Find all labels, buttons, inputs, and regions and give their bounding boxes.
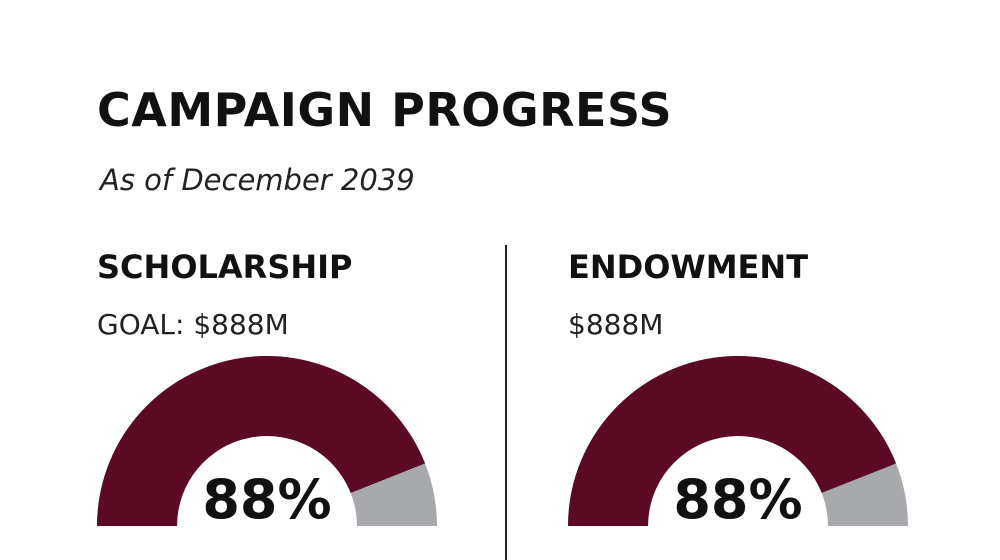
gauge-subtitle: GOAL: $888M — [97, 308, 289, 341]
gauge-value-label: 88% — [673, 468, 802, 531]
page-title: CAMPAIGN PROGRESS — [97, 83, 672, 137]
gauge-value-label: 88% — [202, 468, 331, 531]
page-subtitle: As of December 2039 — [98, 163, 415, 197]
gauge-title: ENDOWMENT — [568, 248, 808, 286]
gauge-title: SCHOLARSHIP — [97, 248, 353, 286]
gauge-subtitle: $888M — [568, 308, 663, 341]
gauge-fill — [97, 355, 426, 526]
gauge-fill — [568, 355, 897, 526]
